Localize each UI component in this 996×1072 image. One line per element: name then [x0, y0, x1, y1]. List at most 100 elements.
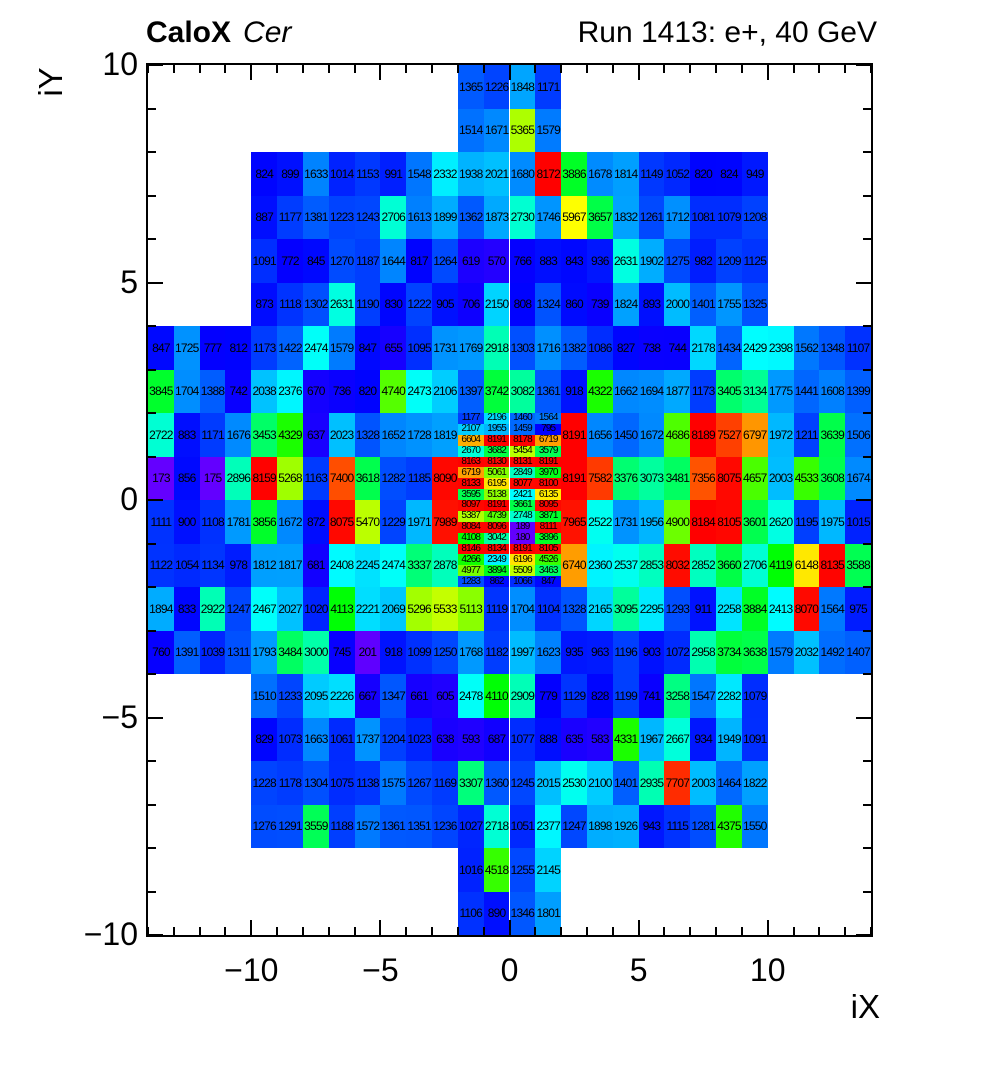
heatmap-cell: 5470 [354, 500, 381, 544]
axis-tick [715, 927, 718, 935]
heatmap-cell: 817 [406, 239, 433, 283]
axis-tick [250, 920, 253, 935]
heatmap-cell: 2245 [354, 543, 381, 587]
heatmap-cell-fine: 1066 [509, 576, 536, 587]
heatmap-cell: 2631 [612, 239, 639, 283]
heatmap-cell: 760 [148, 630, 174, 674]
heatmap-cell: 1020 [302, 587, 329, 631]
heatmap-cell: 829 [251, 717, 278, 761]
axis-tick [147, 65, 149, 73]
heatmap-cell: 1027 [457, 804, 484, 848]
heatmap-cell: 2667 [664, 717, 691, 761]
heatmap-cell: 1351 [406, 804, 433, 848]
heatmap-cell: 1115 [664, 804, 691, 848]
heatmap-cell-fine: 8111 [535, 522, 562, 533]
axis-tick [792, 65, 795, 73]
axis-tick [327, 927, 330, 935]
heatmap-cell: 1832 [612, 195, 639, 239]
heatmap-cell: 173 [148, 456, 174, 500]
heatmap-cell-fine: 8096 [483, 522, 510, 533]
heatmap-cell: 1346 [509, 891, 536, 935]
heatmap-cell-fine: 6604 [457, 435, 484, 446]
heatmap-cell: 845 [302, 239, 329, 283]
heatmap-cell: 1182 [483, 630, 510, 674]
heatmap-cell: 1229 [380, 500, 407, 544]
heatmap-cell: 1975 [819, 500, 846, 544]
heatmap-cell: 820 [354, 369, 381, 413]
heatmap-cell: 1223 [328, 195, 355, 239]
axis-tick [301, 927, 304, 935]
heatmap-cell: 1119 [483, 587, 510, 631]
heatmap-cell: 1255 [509, 848, 536, 892]
heatmap-cell-fine: 8105 [535, 543, 562, 555]
heatmap-cell-fine: 3661 [509, 500, 536, 511]
axis-tick [637, 65, 640, 80]
heatmap-cell: 2038 [251, 369, 278, 413]
heatmap-cell: 2165 [586, 587, 613, 631]
heatmap-cell: 3082 [509, 369, 536, 413]
heatmap-cell: 2100 [586, 761, 613, 805]
heatmap-cell: 1656 [586, 413, 613, 457]
heatmap-cell: 1153 [354, 152, 381, 196]
heatmap-cell: 890 [483, 891, 510, 935]
x-tick-label: 0 [500, 952, 519, 988]
heatmap-cell: 6148 [793, 543, 820, 587]
axis-tick [276, 65, 279, 73]
heatmap-cell-fine: 6135 [535, 489, 562, 500]
heatmap-cell: 905 [432, 282, 458, 326]
heatmap-cell: 1111 [148, 500, 174, 544]
heatmap-cell-fine: 2748 [509, 511, 536, 522]
heatmap-cell-fine: 1177 [457, 413, 484, 424]
heatmap-cell: 1938 [457, 152, 484, 196]
heatmap-cell: 570 [483, 239, 510, 283]
heatmap-cell: 808 [509, 282, 536, 326]
heatmap-cell: 1177 [277, 195, 303, 239]
axis-tick [148, 934, 163, 936]
heatmap-cell: 1199 [612, 674, 639, 718]
heatmap-cell-fine: 2670 [457, 446, 484, 457]
heatmap-cell: 872 [302, 500, 329, 544]
heatmap-cell-fine: 6719 [535, 435, 562, 446]
heatmap-cell: 1324 [535, 282, 562, 326]
heatmap-cell: 7989 [432, 500, 458, 544]
axis-tick [456, 65, 459, 73]
heatmap-cell: 1775 [767, 369, 794, 413]
heatmap-cell: 1196 [612, 630, 639, 674]
axis-tick [611, 927, 614, 935]
axis-tick [844, 65, 847, 73]
heatmap-cell: 2027 [277, 587, 303, 631]
heatmap-cell: 3095 [612, 587, 639, 631]
heatmap-cell: 820 [690, 152, 717, 196]
heatmap-cell: 2332 [432, 152, 458, 196]
heatmap-cell: 1388 [199, 369, 226, 413]
heatmap-cell: 1118 [277, 282, 303, 326]
y-tick-label: −5 [101, 698, 138, 735]
y-tick-label: −10 [83, 916, 138, 952]
heatmap-cell-fine: 8097 [457, 500, 484, 511]
heatmap-cell: 1956 [638, 500, 665, 544]
heatmap-cell: 1547 [690, 674, 717, 718]
heatmap-cell-fine: 8163 [457, 456, 484, 468]
axis-tick [148, 586, 156, 588]
heatmap-cell: 1325 [741, 282, 768, 326]
axis-tick [663, 927, 666, 935]
heatmap-cell: 583 [586, 717, 613, 761]
heatmap-cell: 7356 [690, 456, 717, 500]
axis-tick [148, 499, 163, 501]
heatmap-cell: 949 [741, 152, 768, 196]
heatmap-cell: 1247 [561, 804, 587, 848]
heatmap-cell: 1671 [483, 108, 510, 152]
heatmap-cell: 1514 [457, 108, 484, 152]
axis-tick [148, 455, 156, 458]
heatmap-cell: 1023 [406, 717, 433, 761]
heatmap-cell: 8075 [328, 500, 355, 544]
axis-tick [250, 65, 253, 80]
heatmap-cell: 1204 [380, 717, 407, 761]
heatmap-cell: 1422 [277, 326, 303, 370]
heatmap-cell: 1397 [457, 369, 484, 413]
heatmap-cell-fine: 4526 [535, 554, 562, 566]
heatmap-cell: 2922 [199, 587, 226, 631]
heatmap-cell-fine: 4266 [457, 554, 484, 566]
heatmap-cell: 1674 [845, 456, 871, 500]
heatmap-cell: 1579 [535, 108, 562, 152]
